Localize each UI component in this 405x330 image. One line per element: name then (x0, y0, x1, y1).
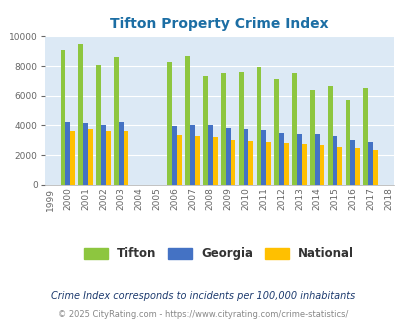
Bar (78, 45, 83, 185)
Bar (167, 62, 172, 185)
Bar (101, 125, 106, 185)
Bar (230, 140, 235, 185)
Bar (327, 86, 332, 185)
Bar (220, 74, 225, 185)
Bar (177, 135, 181, 185)
Bar (185, 56, 190, 185)
Bar (96, 65, 101, 185)
Text: Crime Index corresponds to incidents per 100,000 inhabitants: Crime Index corresponds to incidents per… (51, 291, 354, 301)
Bar (332, 136, 337, 185)
Bar (207, 125, 212, 185)
Bar (261, 130, 266, 185)
Bar (337, 147, 341, 185)
Bar (70, 131, 75, 185)
Title: Tifton Property Crime Index: Tifton Property Crime Index (110, 17, 328, 31)
Bar (362, 87, 367, 185)
Legend: Tifton, Georgia, National: Tifton, Georgia, National (79, 243, 358, 265)
Bar (60, 50, 65, 185)
Bar (350, 140, 354, 185)
Bar (124, 131, 128, 185)
Bar (309, 90, 314, 185)
Bar (119, 122, 124, 185)
Bar (106, 131, 111, 185)
Bar (279, 133, 283, 185)
Bar (114, 57, 119, 185)
Bar (194, 136, 199, 185)
Bar (225, 128, 230, 185)
Bar (172, 126, 177, 185)
Text: © 2025 CityRating.com - https://www.cityrating.com/crime-statistics/: © 2025 CityRating.com - https://www.city… (58, 311, 347, 319)
Bar (367, 142, 372, 185)
Bar (296, 134, 301, 185)
Bar (190, 125, 194, 185)
Bar (266, 142, 270, 185)
Bar (256, 67, 261, 185)
Bar (212, 137, 217, 185)
Bar (319, 145, 324, 185)
Bar (83, 123, 88, 185)
Bar (345, 100, 350, 185)
Bar (314, 134, 319, 185)
Bar (202, 77, 207, 185)
Bar (65, 122, 70, 185)
Bar (238, 72, 243, 185)
Bar (88, 129, 93, 185)
Bar (274, 79, 279, 185)
Bar (372, 150, 377, 185)
Bar (243, 129, 248, 185)
Bar (292, 74, 296, 185)
Bar (248, 141, 253, 185)
Bar (301, 144, 306, 185)
Bar (283, 143, 288, 185)
Bar (354, 148, 359, 185)
